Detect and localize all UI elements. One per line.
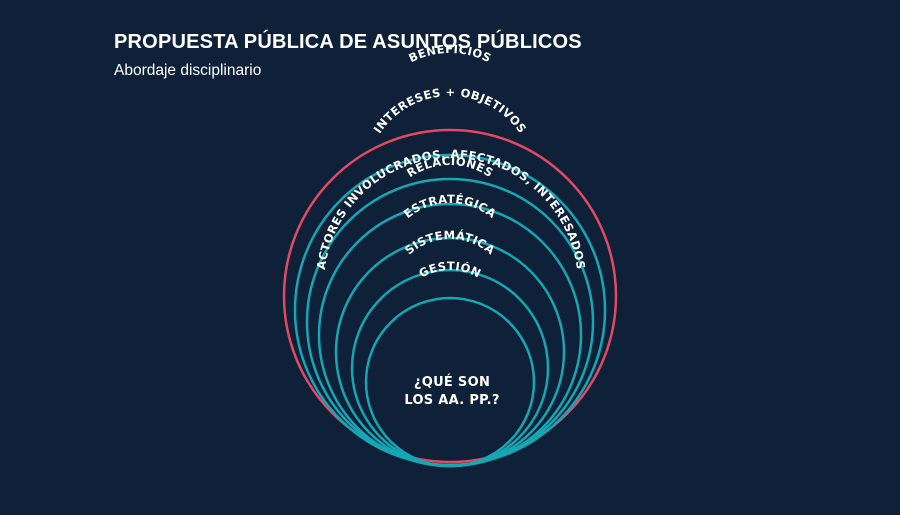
- label-sistematica: SISTEMÁTICA: [402, 227, 498, 257]
- label-estrategica: ESTRATÉGICA: [401, 191, 499, 221]
- page-subtitle: Abordaje disciplinario: [114, 62, 262, 79]
- center-question-line1: ¿QUÉ SON: [414, 374, 490, 390]
- label-beneficios: BENEFICIOS: [406, 42, 493, 65]
- label-intereses-objetivos: INTERESES + OBJETIVOS: [371, 85, 530, 136]
- ring-sistematica: [350, 268, 550, 468]
- ring-beneficios: [282, 128, 618, 464]
- center-question-line2: LOS AA. PP.?: [404, 393, 499, 408]
- label-gestion: GESTIÓN: [417, 259, 484, 281]
- page-title: PROPUESTA PÚBLICA DE ASUNTOS PÚBLICOS: [114, 31, 582, 53]
- ring-gestion: [364, 296, 536, 468]
- ring-actores: [305, 177, 595, 467]
